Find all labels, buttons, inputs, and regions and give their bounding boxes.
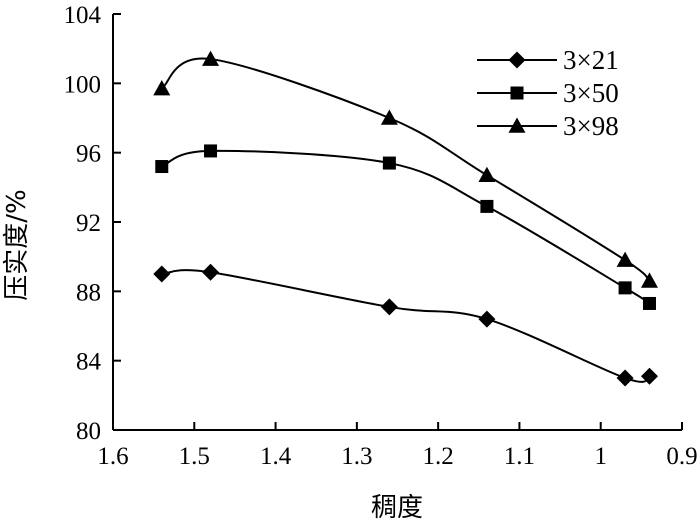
y-tick-label: 80 — [76, 418, 101, 445]
data-point — [155, 160, 169, 174]
data-point — [204, 144, 218, 158]
y-tick-label: 88 — [76, 279, 101, 306]
data-point — [478, 166, 496, 182]
legend-label: 3×98 — [563, 111, 619, 141]
data-point — [478, 310, 496, 328]
legend-marker — [508, 51, 526, 69]
y-tick-label: 92 — [76, 210, 101, 237]
y-axis-title: 压实度/% — [2, 189, 32, 300]
data-point — [480, 199, 494, 213]
data-point — [616, 369, 634, 387]
legend-item: 3×98 — [477, 111, 619, 141]
x-tick-label: 1.1 — [504, 443, 535, 470]
x-tick-label: 0.9 — [666, 443, 697, 470]
x-tick-label: 1.4 — [260, 443, 292, 470]
x-tick-label: 1.3 — [341, 443, 372, 470]
legend-label: 3×50 — [563, 78, 619, 108]
data-point — [640, 272, 658, 288]
legend: 3×213×503×98 — [477, 45, 619, 141]
data-point — [202, 263, 220, 281]
legend-item: 3×21 — [477, 45, 619, 75]
x-tick-label: 1.5 — [179, 443, 210, 470]
legend-marker — [508, 117, 526, 133]
data-point — [153, 80, 171, 96]
legend-item: 3×50 — [477, 78, 619, 108]
series-line — [161, 149, 651, 305]
data-point — [616, 251, 634, 267]
x-tick-label: 1.2 — [423, 443, 454, 470]
x-tick-label: 1.6 — [97, 443, 128, 470]
y-tick-label: 100 — [64, 71, 102, 98]
data-point — [640, 367, 658, 385]
y-tick-label: 96 — [76, 141, 101, 168]
legend-marker — [510, 86, 524, 100]
data-point — [380, 109, 398, 125]
series-layer — [153, 50, 658, 387]
series-line — [161, 269, 650, 383]
data-point — [153, 265, 171, 283]
data-point — [382, 156, 396, 170]
legend-label: 3×21 — [563, 45, 619, 75]
data-point — [642, 296, 656, 310]
series-3 — [153, 50, 658, 288]
data-point — [380, 298, 398, 316]
axes: 104 100 96 92 88 84 801.6 1.5 1.4 1.3 1.2 1.1 1 0.9 — [64, 2, 698, 470]
y-tick-label: 104 — [64, 2, 102, 29]
series-2 — [155, 144, 656, 310]
series-1 — [153, 263, 658, 387]
data-point — [202, 50, 220, 66]
x-tick-label: 1 — [594, 443, 607, 470]
data-point — [618, 281, 632, 295]
x-axis-title: 稠度 — [371, 493, 423, 523]
y-tick-label: 84 — [76, 349, 102, 376]
